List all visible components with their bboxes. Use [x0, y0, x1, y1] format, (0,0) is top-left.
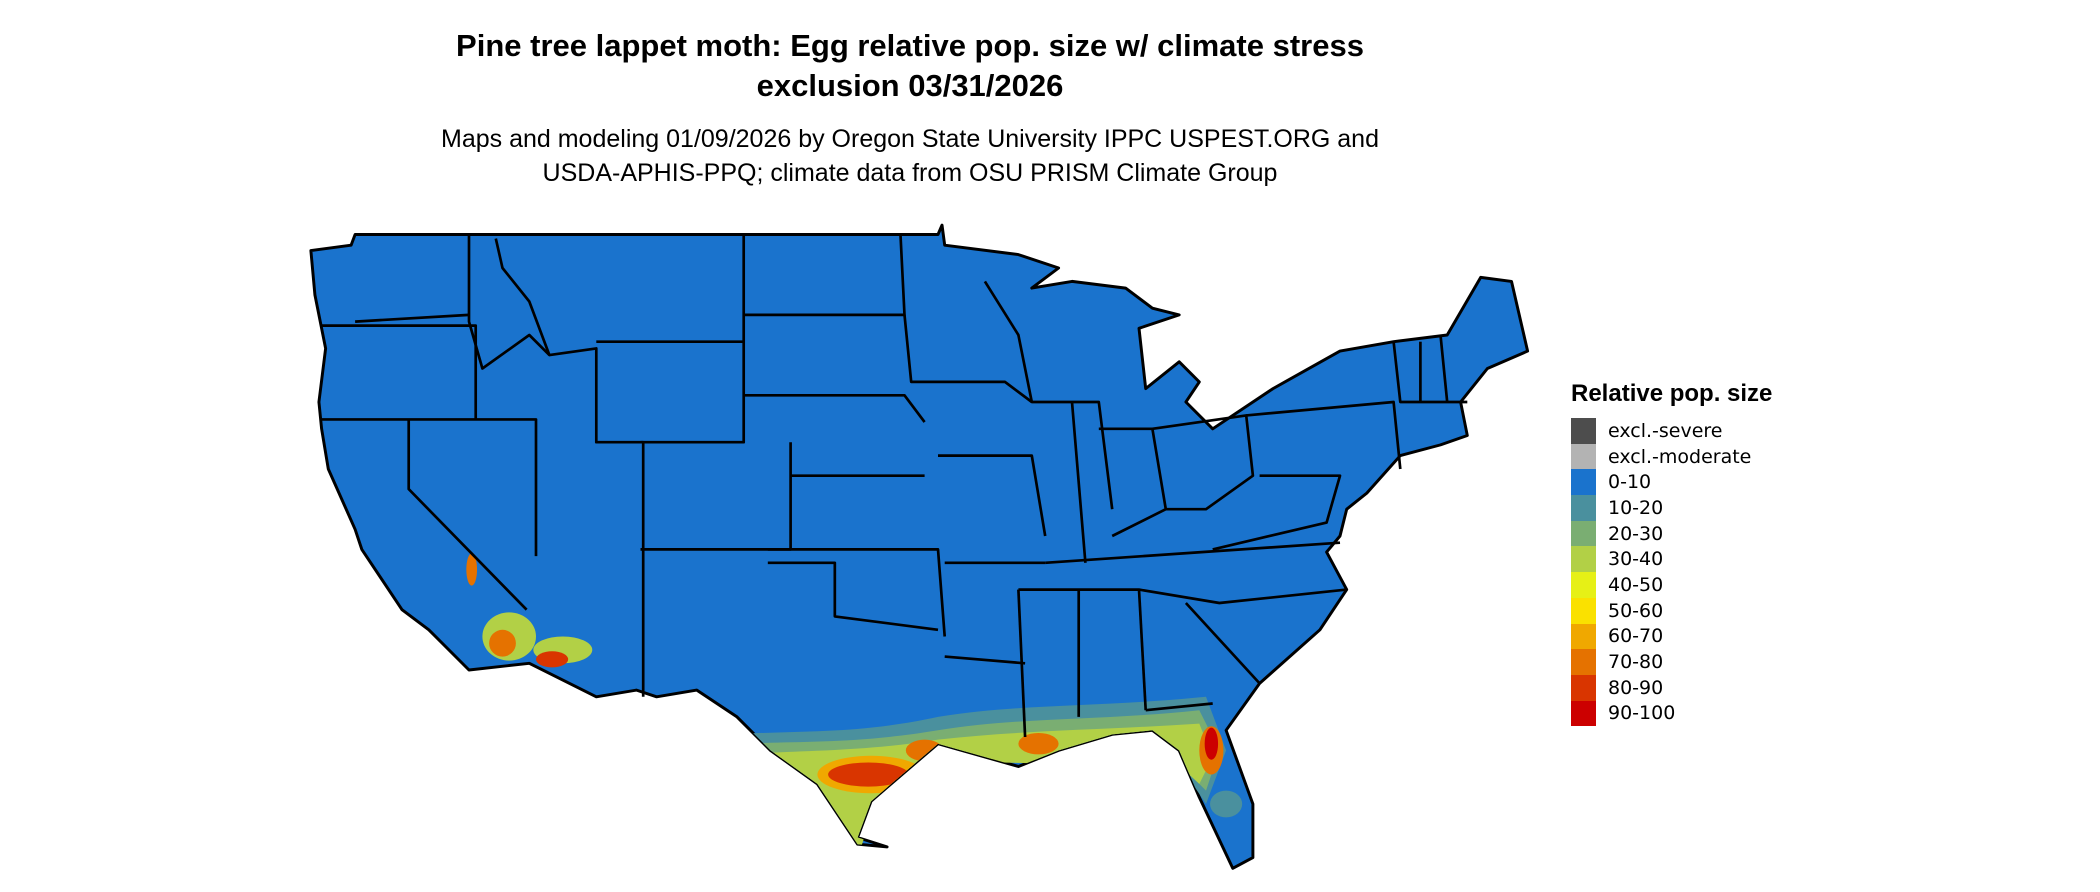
- legend-label: 80-90: [1608, 676, 1664, 699]
- legend-swatch: [1571, 649, 1596, 675]
- legend-swatch: [1571, 520, 1596, 547]
- legend-label: 0-10: [1608, 471, 1652, 494]
- legend-label: excl.-severe: [1608, 419, 1723, 442]
- legend-item: 0-10: [1571, 469, 1772, 496]
- legend-label: 60-70: [1608, 625, 1664, 648]
- title-line-1: Pine tree lappet moth: Egg relative pop.…: [456, 28, 1364, 63]
- legend-swatch: [1571, 546, 1596, 573]
- subtitle-line-2: USDA-APHIS-PPQ; climate data from OSU PR…: [542, 159, 1278, 187]
- risk-patch-central-valley: [466, 553, 478, 586]
- legend-item: 30-40: [1571, 546, 1772, 573]
- legend-swatch: [1571, 674, 1596, 701]
- legend-item: 60-70: [1571, 623, 1772, 650]
- legend-swatch: [1571, 469, 1596, 496]
- legend-swatch: [1571, 597, 1596, 624]
- legend: Relative pop. size excl.-severe excl.-mod…: [1571, 380, 1773, 727]
- legend-item: 20-30: [1571, 520, 1772, 547]
- us-outline: [309, 223, 1530, 870]
- map-title: Pine tree lappet moth: Egg relative pop.…: [380, 26, 1440, 106]
- legend-item: 40-50: [1571, 572, 1772, 598]
- legend-item: 70-80: [1571, 649, 1772, 675]
- subtitle-line-1: Maps and modeling 01/09/2026 by Oregon S…: [441, 125, 1379, 153]
- risk-patch-texas-core: [828, 762, 909, 787]
- legend-item: 90-100: [1571, 700, 1772, 727]
- legend-swatch: [1571, 443, 1596, 470]
- risk-patch-florida-core: [1204, 727, 1219, 760]
- legend-item: excl.-severe: [1571, 418, 1772, 444]
- legend-item: 50-60: [1571, 597, 1772, 624]
- legend-label: excl.-moderate: [1608, 445, 1752, 468]
- risk-patch-arizona-core: [536, 651, 569, 668]
- legend-label: 50-60: [1608, 599, 1664, 622]
- legend-item: 10-20: [1571, 495, 1772, 521]
- risk-patch-south-florida: [1210, 790, 1243, 818]
- legend-label: 40-50: [1608, 573, 1664, 596]
- legend-item: excl.-moderate: [1571, 443, 1772, 470]
- legend-swatch: [1571, 418, 1596, 444]
- legend-label: 30-40: [1608, 548, 1664, 571]
- legend-swatch: [1571, 495, 1596, 521]
- legend-label: 10-20: [1608, 496, 1664, 519]
- risk-patch-socal-core: [489, 629, 516, 657]
- legend-title: Relative pop. size: [1571, 380, 1773, 407]
- legend-item: 80-90: [1571, 674, 1772, 701]
- legend-label: 20-30: [1608, 522, 1664, 545]
- risk-patch-louisiana: [1018, 732, 1059, 755]
- legend-label: 90-100: [1608, 702, 1676, 725]
- map-subtitle: Maps and modeling 01/09/2026 by Oregon S…: [380, 122, 1440, 190]
- state-borders: [321, 234, 1468, 738]
- title-line-2: exclusion 03/31/2026: [756, 68, 1064, 103]
- risk-patch-houston: [905, 739, 944, 762]
- legend-swatch: [1571, 700, 1596, 727]
- legend-swatch: [1571, 572, 1596, 598]
- legend-label: 70-80: [1608, 651, 1664, 674]
- legend-swatch: [1571, 623, 1596, 650]
